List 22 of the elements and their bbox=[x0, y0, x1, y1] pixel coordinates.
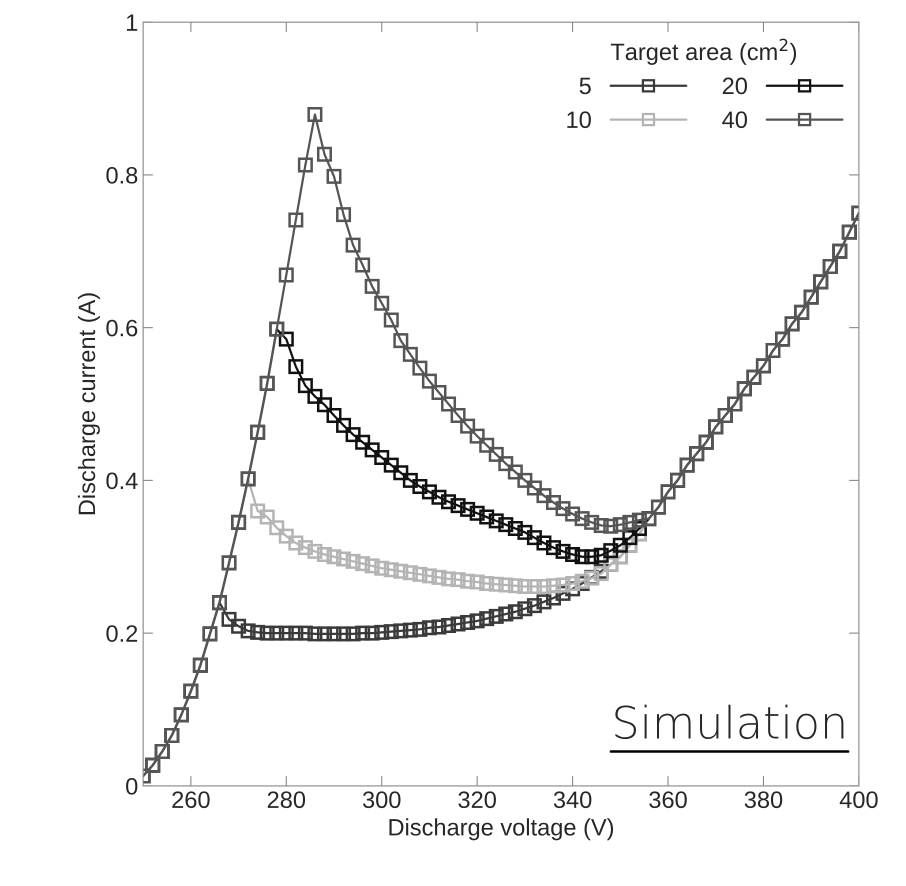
y-axis-title: Discharge current (A) bbox=[78, 293, 100, 514]
x-tick-label: 280 bbox=[268, 791, 306, 808]
x-tick-label: 400 bbox=[840, 791, 878, 808]
legend-label: 40 bbox=[722, 111, 747, 128]
y-tick-label: 0.8 bbox=[106, 166, 138, 184]
y-tick-label: 0.2 bbox=[106, 625, 138, 642]
legend-label: 20 bbox=[722, 78, 747, 94]
legend-label: 5 bbox=[580, 78, 591, 94]
x-tick-label: 260 bbox=[172, 791, 210, 808]
x-tick-label: 320 bbox=[458, 791, 496, 808]
x-tick-label: 360 bbox=[649, 791, 687, 808]
x-axis-title: Discharge voltage (V) bbox=[389, 818, 614, 840]
x-tick-label: 380 bbox=[744, 791, 782, 808]
y-tick-label: 0.4 bbox=[106, 472, 138, 490]
y-tick-label: 0 bbox=[126, 778, 138, 795]
legend-label: 10 bbox=[567, 111, 591, 128]
y-tick-label: 1 bbox=[126, 14, 138, 31]
annotation: Simulation bbox=[615, 704, 844, 740]
x-tick-label: 340 bbox=[554, 791, 592, 808]
x-tick-label: 300 bbox=[362, 791, 401, 808]
y-tick-label: 0.6 bbox=[106, 320, 138, 336]
legend-title: Target area (cm$^{2}$) bbox=[610, 38, 796, 65]
